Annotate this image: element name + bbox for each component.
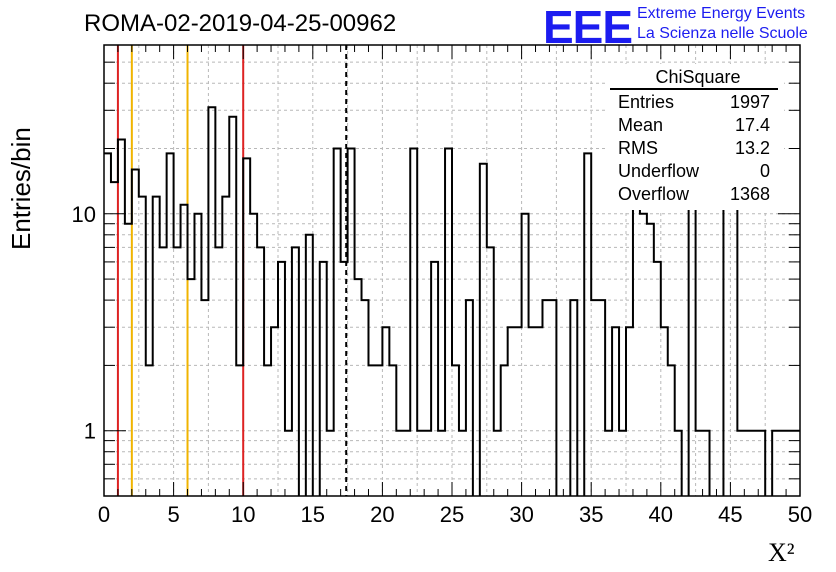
x-tick-label: 35 <box>579 502 603 527</box>
x-tick-label: 0 <box>98 502 110 527</box>
y-tick-label: 10 <box>72 202 96 227</box>
x-tick-label: 20 <box>370 502 394 527</box>
histogram-series <box>104 106 800 496</box>
x-axis-label: X² <box>768 538 795 567</box>
eee-logo: EEE <box>543 1 633 53</box>
stats-label: Entries <box>618 92 675 112</box>
y-axis-label: Entries/bin <box>6 127 36 250</box>
x-tick-label: 10 <box>231 502 255 527</box>
stats-label: Overflow <box>618 184 690 204</box>
stats-row-underflow: Underflow 0 <box>610 160 778 183</box>
x-tick-label: 50 <box>788 502 812 527</box>
stats-row-rms: RMS 13.2 <box>610 137 778 160</box>
stats-box: ChiSquare Entries 1997 Mean 17.4 RMS 13.… <box>610 66 778 206</box>
logo-caption: Extreme Energy Events La Scienza nelle S… <box>637 4 808 44</box>
x-tick-label: 25 <box>440 502 464 527</box>
stats-value: 1997 <box>729 92 770 112</box>
stats-divider <box>610 88 778 90</box>
stats-title: ChiSquare <box>655 67 741 87</box>
stats-value: 17.4 <box>734 115 770 135</box>
y-tick-label: 1 <box>84 419 96 444</box>
stats-row-entries: Entries 1997 <box>610 91 778 114</box>
logo-caption-line2: La Scienza nelle Scuole <box>637 25 808 42</box>
chart-title: ROMA-02-2019-04-25-00962 <box>84 10 397 37</box>
stats-row-mean: Mean 17.4 <box>610 114 778 137</box>
stats-label: Underflow <box>618 161 700 181</box>
stats-row-overflow: Overflow 1368 <box>610 183 778 206</box>
x-tick-label: 15 <box>301 502 325 527</box>
x-tick-label: 5 <box>167 502 179 527</box>
x-tick-label: 30 <box>509 502 533 527</box>
x-tick-label: 40 <box>649 502 673 527</box>
x-tick-label: 45 <box>718 502 742 527</box>
stats-value: 1368 <box>729 184 770 204</box>
stats-label: Mean <box>618 115 664 135</box>
stats-label: RMS <box>618 138 658 158</box>
stats-value: 0 <box>759 161 770 181</box>
logo-caption-line1: Extreme Energy Events <box>637 5 806 22</box>
stats-value: 13.2 <box>734 138 770 158</box>
